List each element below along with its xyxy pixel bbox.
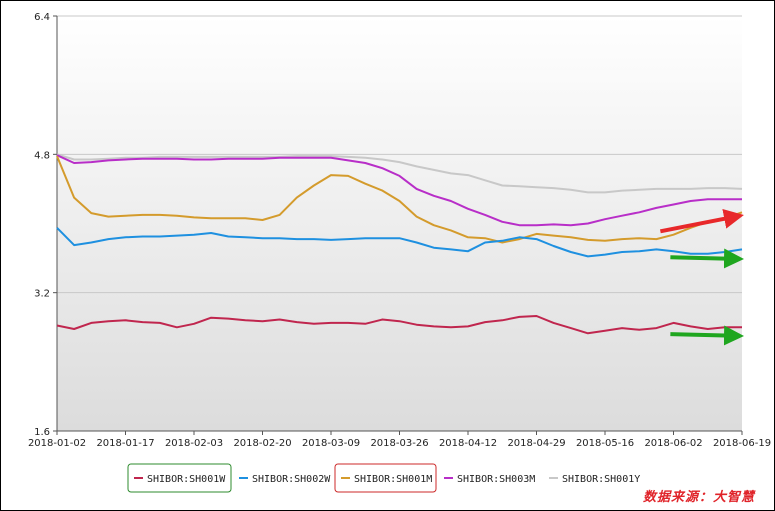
legend-label: SHIBOR:SH003M <box>457 474 535 485</box>
x-tick-label: 2018-02-03 <box>165 438 223 449</box>
x-tick-label: 2018-03-26 <box>370 438 428 449</box>
x-tick-label: 2018-06-19 <box>713 438 771 449</box>
legend-highlight-box <box>334 463 437 493</box>
arrow-up-1m <box>659 208 744 234</box>
x-tick-label: 2018-05-16 <box>576 438 634 449</box>
legend-label: SHIBOR:SH001M <box>354 474 432 485</box>
y-tick-label: 3.2 <box>34 289 50 300</box>
legend: SHIBOR:SH001W SHIBOR:SH002W SHIBOR:SH001M S… <box>127 463 640 493</box>
x-tick-label: 2018-02-20 <box>233 438 291 449</box>
series-line-sh002w <box>56 227 743 258</box>
x-tick-label: 2018-06-02 <box>644 438 702 449</box>
x-tick-label: 2018-04-12 <box>439 438 497 449</box>
x-tick-label: 2018-03-09 <box>302 438 360 449</box>
series-line-sh001m <box>56 155 743 244</box>
arrow-flat-1w <box>670 325 744 346</box>
legend-label: SHIBOR:SH001W <box>147 474 226 485</box>
arrow-flat-2w <box>670 248 744 269</box>
series-lines <box>56 153 743 335</box>
y-tick-label: 1.6 <box>34 427 50 438</box>
series-line-sh003m <box>56 154 742 227</box>
plot-area <box>57 16 742 431</box>
legend-label: SHIBOR:SH002W <box>252 474 331 485</box>
trend-arrows <box>659 208 744 346</box>
x-tick-label: 2018-04-29 <box>507 438 565 449</box>
legend-label: SHIBOR:SH001Y <box>562 474 640 485</box>
y-tick-label: 4.8 <box>34 150 50 161</box>
y-tick-label: 6.4 <box>34 12 50 23</box>
x-tick-label: 2018-01-02 <box>28 438 86 449</box>
source-note: 数据来源：大智慧 <box>642 490 755 505</box>
legend-highlight-box <box>127 463 232 493</box>
x-tick-label: 2018-01-17 <box>96 438 154 449</box>
series-line-sh001w <box>56 315 742 335</box>
series-line-sh001y <box>56 153 743 194</box>
